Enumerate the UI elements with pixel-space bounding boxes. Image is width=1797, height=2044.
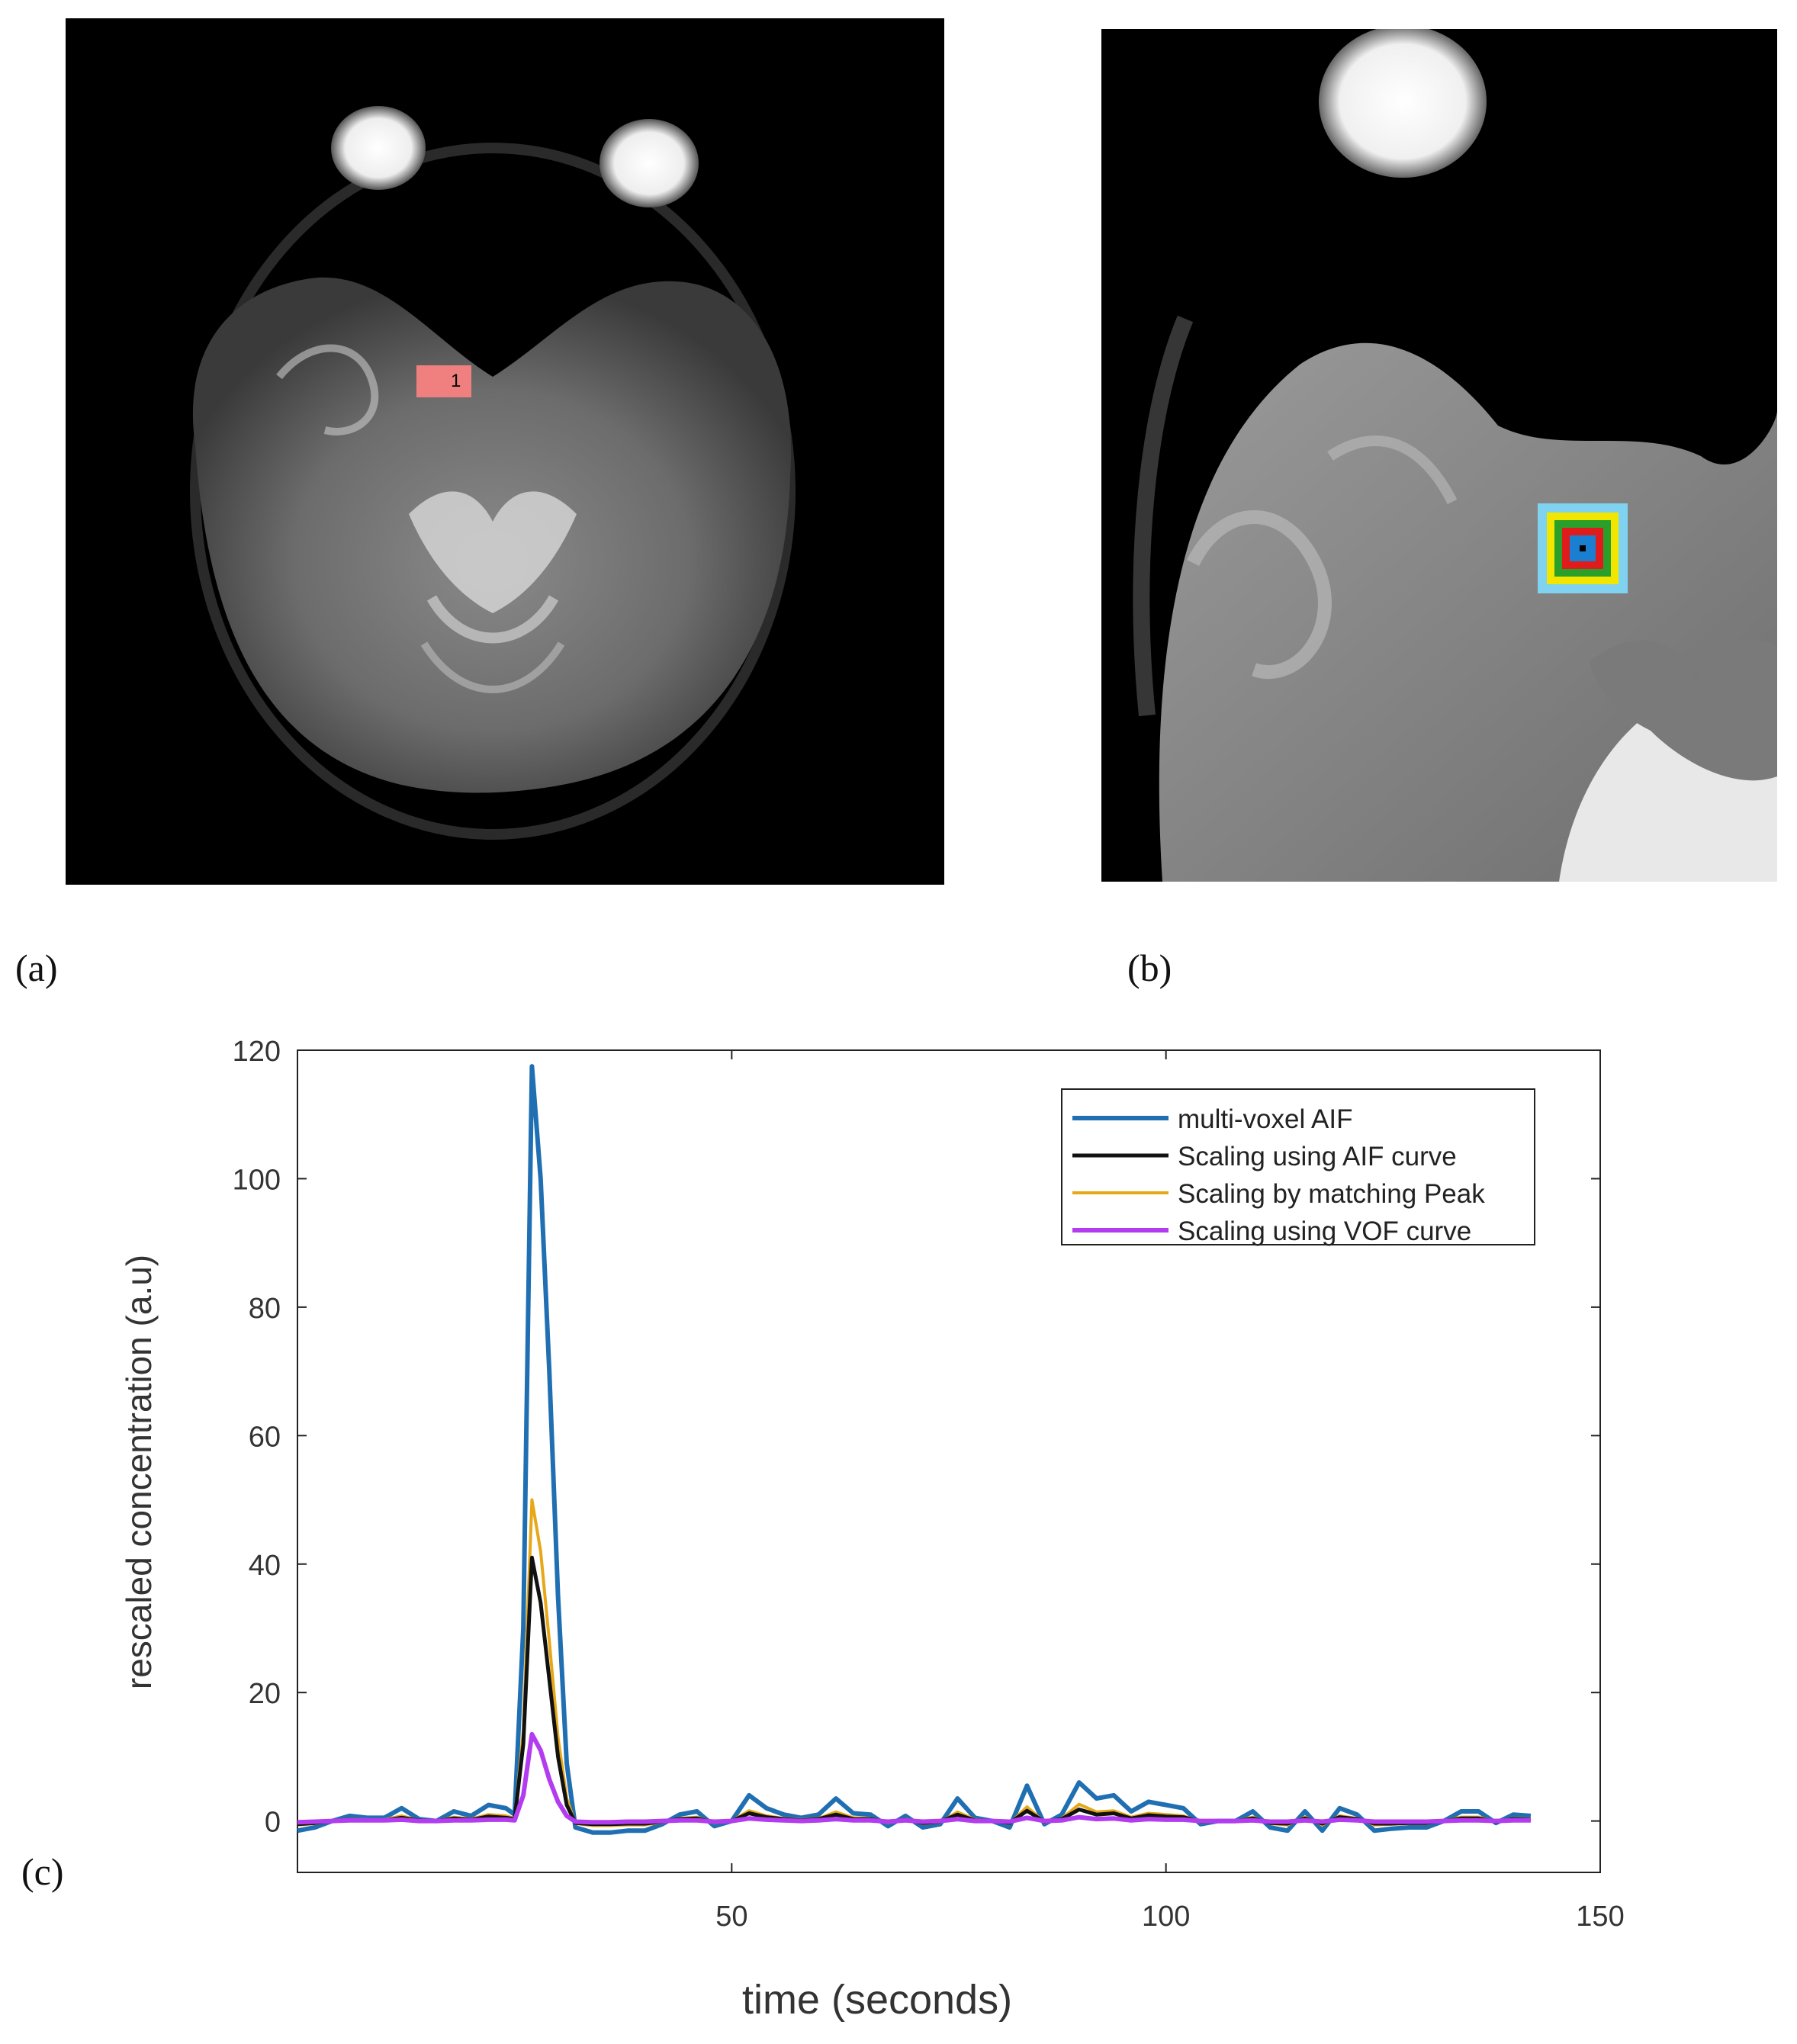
panel-label-a: (a) bbox=[15, 946, 58, 989]
y-tick-label: 60 bbox=[249, 1421, 281, 1453]
roi-marker bbox=[416, 365, 471, 397]
y-axis-label: rescaled concentration (a.u) bbox=[119, 1255, 159, 1689]
concentration-chart: 0 20 40 60 80 100 120 50 100 150 multi-voxel AIF S… bbox=[119, 1036, 1625, 2023]
series-line-4 bbox=[297, 1731, 1531, 1825]
y-tick-label: 20 bbox=[249, 1678, 281, 1710]
brainstem-zoom bbox=[1590, 639, 1777, 781]
y-tick-label: 80 bbox=[249, 1293, 281, 1325]
mri-axial-image: 1 bbox=[66, 18, 944, 885]
legend-box bbox=[1061, 1088, 1535, 1245]
x-axis-label: time (seconds) bbox=[742, 1977, 1012, 2023]
series-line-2 bbox=[297, 1555, 1531, 1827]
series-line-3 bbox=[297, 1498, 1531, 1827]
left-eye-globe bbox=[331, 106, 426, 190]
plot-area-border bbox=[297, 1049, 1601, 1873]
mri-axial-drawing: 1 bbox=[66, 18, 944, 885]
legend-entry: multi-voxel AIF bbox=[1178, 1104, 1353, 1134]
x-tick-label: 50 bbox=[715, 1901, 747, 1933]
legend-entry: Scaling using VOF curve bbox=[1178, 1216, 1471, 1246]
roi-marker-label: 1 bbox=[451, 371, 461, 391]
series-lines bbox=[297, 1064, 1532, 1835]
box-center-voxel bbox=[1580, 545, 1586, 551]
chart-legend: multi-voxel AIF Scaling using AIF curve Sc… bbox=[1061, 1088, 1535, 1246]
y-tick-label: 40 bbox=[249, 1550, 281, 1582]
right-eye-globe bbox=[600, 119, 699, 207]
eye-globe bbox=[1319, 29, 1487, 178]
mri-zoom-image bbox=[1101, 29, 1777, 882]
x-tick-label: 100 bbox=[1142, 1901, 1190, 1933]
y-tick-label: 100 bbox=[233, 1164, 281, 1196]
axes-frame bbox=[297, 1049, 1601, 1873]
tick-labels: 0 20 40 60 80 100 120 50 100 150 bbox=[233, 1036, 1625, 1933]
midbrain-structure bbox=[409, 491, 577, 613]
panel-label-b: (b) bbox=[1127, 946, 1172, 989]
legend-entry: Scaling by matching Peak bbox=[1178, 1179, 1485, 1209]
legend-entry: Scaling using AIF curve bbox=[1178, 1142, 1457, 1171]
mri-zoom-drawing bbox=[1101, 29, 1777, 882]
panel-label-c: (c) bbox=[21, 1850, 64, 1893]
y-tick-label: 120 bbox=[233, 1036, 281, 1068]
y-tick-label: 0 bbox=[265, 1807, 281, 1839]
x-tick-label: 150 bbox=[1576, 1901, 1624, 1933]
skull-outline bbox=[190, 143, 796, 840]
